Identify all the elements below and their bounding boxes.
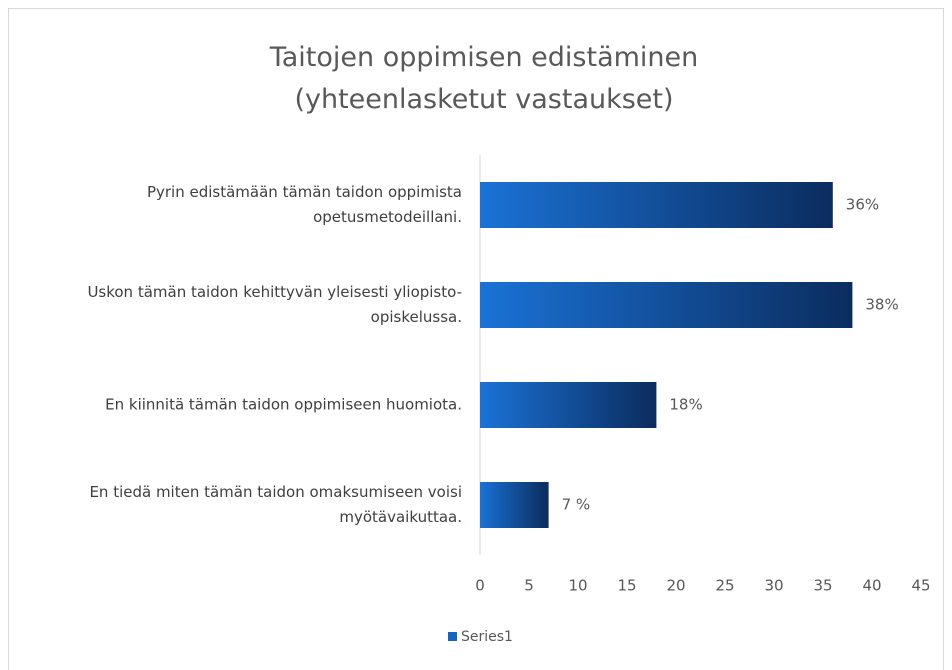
x-tick-label: 35: [813, 577, 832, 595]
bar: [480, 282, 853, 328]
title-line: (yhteenlasketut vastaukset): [294, 84, 673, 115]
data-label: 18%: [669, 396, 702, 414]
bar: [480, 482, 549, 528]
y-tick-label: En kiinnitä tämän taidon oppimiseen huom…: [105, 395, 462, 414]
bar: [480, 382, 657, 428]
x-tick-label: 10: [568, 577, 587, 595]
data-label: 7 %: [562, 496, 591, 514]
x-tick-label: 20: [666, 577, 685, 595]
y-tick-label: Uskon tämän taidon kehittyvän yleisesti …: [87, 283, 462, 326]
chart-border: [8, 8, 944, 670]
y-tick-label: En tiedä miten tämän taidon omaksumiseen…: [89, 483, 462, 526]
x-tick-label: 15: [617, 577, 636, 595]
x-tick-label: 30: [764, 577, 783, 595]
title-line: Taitojen oppimisen edistäminen: [269, 42, 699, 73]
data-label: 36%: [846, 196, 879, 214]
x-tick-label: 40: [862, 577, 881, 595]
legend-label: Series1: [461, 629, 513, 645]
legend-swatch: [448, 632, 457, 641]
chart-title: Taitojen oppimisen edistäminen (yhteenlas…: [269, 42, 699, 115]
data-label: 38%: [865, 296, 898, 314]
x-tick-label: 0: [475, 577, 485, 595]
y-tick-label: Pyrin edistämään tämän taidon oppimista …: [146, 183, 462, 226]
bar: [480, 182, 833, 228]
x-tick-label: 25: [715, 577, 734, 595]
x-tick-label: 5: [524, 577, 534, 595]
x-tick-label: 45: [911, 577, 930, 595]
